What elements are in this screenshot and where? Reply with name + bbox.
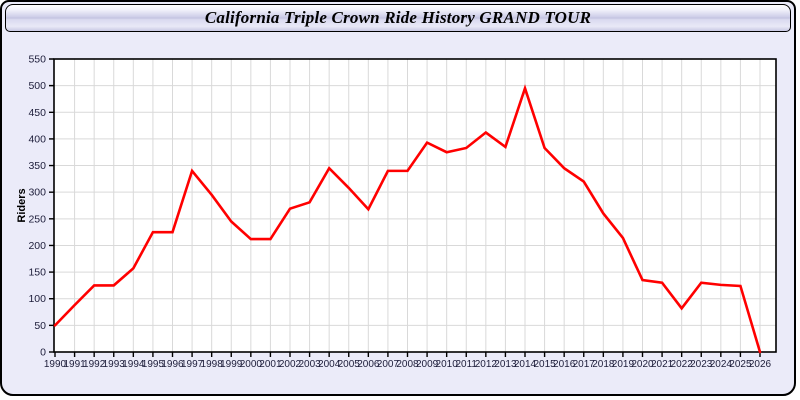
x-tick-label: 2019 <box>612 359 635 370</box>
window-title-bar: California Triple Crown Ride History GRA… <box>5 4 791 32</box>
x-tick-label: 2006 <box>357 359 380 370</box>
plot-background <box>54 59 776 352</box>
x-tick-label: 2015 <box>533 359 556 370</box>
x-tick-label: 2012 <box>475 359 498 370</box>
x-tick-label: 1996 <box>161 359 184 370</box>
x-tick-label: 1995 <box>142 359 165 370</box>
y-tick-label: 500 <box>28 80 46 92</box>
x-tick-label: 2004 <box>318 359 341 370</box>
y-tick-label: 450 <box>28 107 46 119</box>
y-axis-title: Riders <box>16 188 28 222</box>
x-tick-label: 1991 <box>63 359 86 370</box>
y-tick-label: 0 <box>40 347 46 359</box>
plot-border <box>53 58 777 353</box>
x-tick-label: 2022 <box>671 359 694 370</box>
x-tick-label: 2002 <box>279 359 302 370</box>
y-tick-label: 250 <box>28 213 46 225</box>
x-tick-label: 1992 <box>83 359 106 370</box>
x-tick-label: 1997 <box>181 359 204 370</box>
y-tick-label: 200 <box>28 240 46 252</box>
x-tick-label: 1994 <box>122 359 145 370</box>
x-tick-label: 2000 <box>240 359 263 370</box>
x-tick-label: 1993 <box>103 359 126 370</box>
page-title: California Triple Crown Ride History GRA… <box>204 8 592 27</box>
x-tick-label: 2007 <box>377 359 400 370</box>
x-tick-label: 2020 <box>631 359 654 370</box>
y-tick-label: 400 <box>28 133 46 145</box>
x-tick-label: 2009 <box>416 359 439 370</box>
x-tick-label: 1998 <box>201 359 224 370</box>
x-tick-label: 2023 <box>690 359 713 370</box>
x-tick-label: 2008 <box>396 359 419 370</box>
x-tick-label: 2017 <box>573 359 596 370</box>
x-tick-label: 2013 <box>494 359 517 370</box>
y-tick-label: 550 <box>28 54 46 66</box>
y-tick-label: 50 <box>34 320 46 332</box>
x-tick-label: 2010 <box>436 359 459 370</box>
x-tick-label: 2021 <box>651 359 674 370</box>
x-tick-label: 2014 <box>514 359 537 370</box>
y-tick-label: 150 <box>28 267 46 279</box>
x-tick-label: 1999 <box>220 359 243 370</box>
x-tick-label: 2005 <box>338 359 361 370</box>
ride-history-line-chart: 0501001502002503003504004505005501990199… <box>16 54 777 370</box>
x-tick-label: 2025 <box>729 359 752 370</box>
y-tick-label: 300 <box>28 187 46 199</box>
x-tick-label: 2003 <box>298 359 321 370</box>
x-tick-label: 2018 <box>592 359 615 370</box>
x-tick-label: 2026 <box>749 359 772 370</box>
x-tick-label: 2001 <box>259 359 282 370</box>
x-tick-label: 2016 <box>553 359 576 370</box>
x-tick-label: 1990 <box>44 359 67 370</box>
riders-series-line <box>53 84 762 354</box>
x-tick-label: 2011 <box>455 359 477 370</box>
y-tick-label: 350 <box>28 160 46 172</box>
y-tick-label: 100 <box>28 293 46 305</box>
x-tick-label: 2024 <box>710 359 733 370</box>
